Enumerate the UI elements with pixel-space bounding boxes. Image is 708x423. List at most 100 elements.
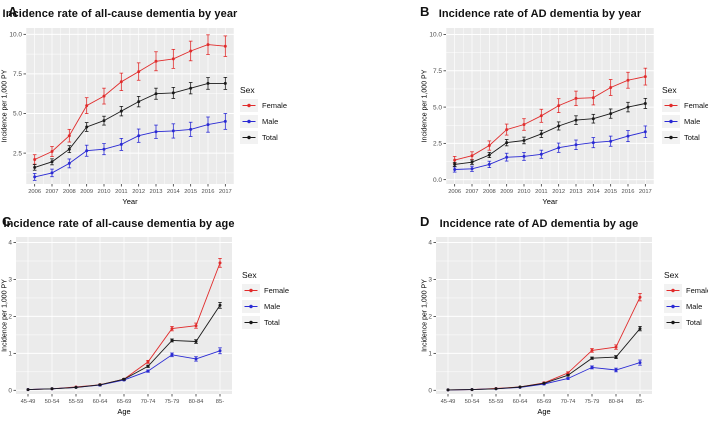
total-series-key-icon [242, 316, 260, 329]
svg-text:2006: 2006 [28, 189, 41, 195]
svg-text:45-49: 45-49 [21, 399, 36, 405]
svg-text:2011: 2011 [535, 189, 547, 195]
panel-a-title: Incidence rate of all-cause dementia by … [2, 8, 238, 20]
male-series-key-icon [242, 300, 260, 313]
panel-d-title: Incidence rate of AD dementia by age [439, 218, 639, 230]
legend-title: Sex [242, 270, 257, 280]
svg-text:3: 3 [8, 277, 12, 284]
svg-text:0.0: 0.0 [433, 177, 442, 184]
panel-d: D Incidence rate of AD dementia by age 4… [354, 210, 708, 423]
svg-text:2007: 2007 [46, 189, 59, 195]
svg-text:65-69: 65-69 [117, 399, 132, 405]
panel-a-chart: 2006 2007 2008 2009 2010 2011 2012 2013 2014 2015… [2, 28, 235, 206]
svg-text:1: 1 [428, 351, 432, 358]
svg-text:75-79: 75-79 [585, 399, 600, 405]
legend-label-total: Total [264, 318, 280, 327]
legend-label-total: Total [684, 133, 700, 142]
svg-text:60-64: 60-64 [513, 399, 529, 405]
legend-entry-total: Total [242, 316, 308, 329]
legend-label-male: Male [264, 302, 281, 311]
total-series-key-icon [240, 131, 258, 144]
svg-text:2012: 2012 [552, 189, 565, 195]
svg-text:4: 4 [8, 240, 12, 247]
svg-text:2007: 2007 [466, 189, 479, 195]
panel-c-chart: 45-49 50-54 55-59 60-64 65-69 70-74 75-79 80-84… [2, 237, 232, 416]
svg-text:2012: 2012 [132, 189, 145, 195]
svg-text:70-74: 70-74 [561, 399, 577, 405]
svg-text:2008: 2008 [483, 189, 496, 195]
legend-label-female: Female [264, 286, 290, 295]
panel-b: B Incidence rate of AD dementia by year … [354, 0, 708, 210]
svg-text:50-54: 50-54 [45, 399, 61, 405]
svg-text:60-64: 60-64 [93, 399, 109, 405]
female-series-key-icon [664, 284, 682, 297]
svg-text:2010: 2010 [98, 189, 111, 195]
female-series-key-icon [240, 99, 258, 112]
svg-text:Age: Age [537, 407, 550, 416]
svg-text:2017: 2017 [219, 189, 232, 195]
legend-title: Sex [240, 85, 255, 95]
legend-label-total: Total [262, 133, 278, 142]
svg-text:10.0: 10.0 [9, 32, 22, 39]
legend-label-female: Female [684, 101, 708, 110]
svg-text:2010: 2010 [518, 189, 531, 195]
legend-label-male: Male [262, 117, 279, 126]
svg-text:2006: 2006 [448, 189, 461, 195]
svg-text:2: 2 [8, 314, 12, 321]
svg-text:2016: 2016 [622, 189, 635, 195]
svg-text:Incidence per 1,000 PY: Incidence per 1,000 PY [2, 279, 9, 352]
svg-text:45-49: 45-49 [441, 399, 456, 405]
panel-d-legend: Sex Female Male Total [664, 270, 708, 332]
panel-b-legend: Sex Female Male Total [662, 85, 708, 147]
legend-entry-total: Total [664, 316, 708, 329]
svg-text:3: 3 [428, 277, 432, 284]
legend-entry-female: Female [664, 284, 708, 297]
svg-text:0: 0 [428, 388, 432, 395]
svg-text:4: 4 [428, 240, 432, 247]
svg-text:55-59: 55-59 [69, 399, 84, 405]
legend-entry-female: Female [240, 99, 306, 112]
svg-text:2015: 2015 [604, 189, 617, 195]
panel-b-letter: B [420, 4, 430, 19]
svg-text:55-59: 55-59 [489, 399, 504, 405]
svg-text:2.5: 2.5 [433, 141, 442, 148]
legend-label-male: Male [684, 117, 701, 126]
svg-text:2009: 2009 [500, 189, 513, 195]
svg-text:2017: 2017 [639, 189, 652, 195]
svg-text:80-84: 80-84 [609, 399, 625, 405]
svg-text:10.0: 10.0 [429, 32, 442, 39]
legend-label-total: Total [686, 318, 702, 327]
legend-entry-female: Female [242, 284, 308, 297]
svg-text:2013: 2013 [150, 189, 163, 195]
svg-text:Age: Age [117, 407, 130, 416]
legend-entry-male: Male [242, 300, 308, 313]
svg-text:50-54: 50-54 [465, 399, 481, 405]
svg-text:2014: 2014 [167, 189, 181, 195]
legend-label-female: Female [262, 101, 288, 110]
female-series-key-icon [662, 99, 680, 112]
svg-text:65-69: 65-69 [537, 399, 552, 405]
svg-text:75-79: 75-79 [165, 399, 180, 405]
total-series-key-icon [662, 131, 680, 144]
svg-text:7.5: 7.5 [433, 68, 442, 75]
svg-text:Year: Year [542, 197, 558, 206]
svg-text:2013: 2013 [570, 189, 583, 195]
legend-title: Sex [662, 85, 677, 95]
panel-d-letter: D [420, 214, 430, 229]
panel-d-chart: 45-49 50-54 55-59 60-64 65-69 70-74 75-79 80-84… [422, 237, 652, 416]
svg-text:5.0: 5.0 [13, 111, 22, 118]
legend-label-male: Male [686, 302, 703, 311]
svg-text:70-74: 70-74 [141, 399, 157, 405]
svg-text:2016: 2016 [202, 189, 215, 195]
legend-entry-total: Total [240, 131, 306, 144]
svg-text:2011: 2011 [115, 189, 127, 195]
svg-text:85-: 85- [636, 399, 644, 405]
svg-text:7.5: 7.5 [13, 71, 22, 78]
panel-a-legend: Sex Female Male Total [240, 85, 306, 147]
male-series-key-icon [240, 115, 258, 128]
panel-c: C Incidence rate of all-cause dementia b… [0, 210, 354, 423]
svg-text:2015: 2015 [184, 189, 197, 195]
svg-text:Incidence per 1,000 PY: Incidence per 1,000 PY [2, 69, 9, 142]
svg-text:Year: Year [122, 197, 138, 206]
